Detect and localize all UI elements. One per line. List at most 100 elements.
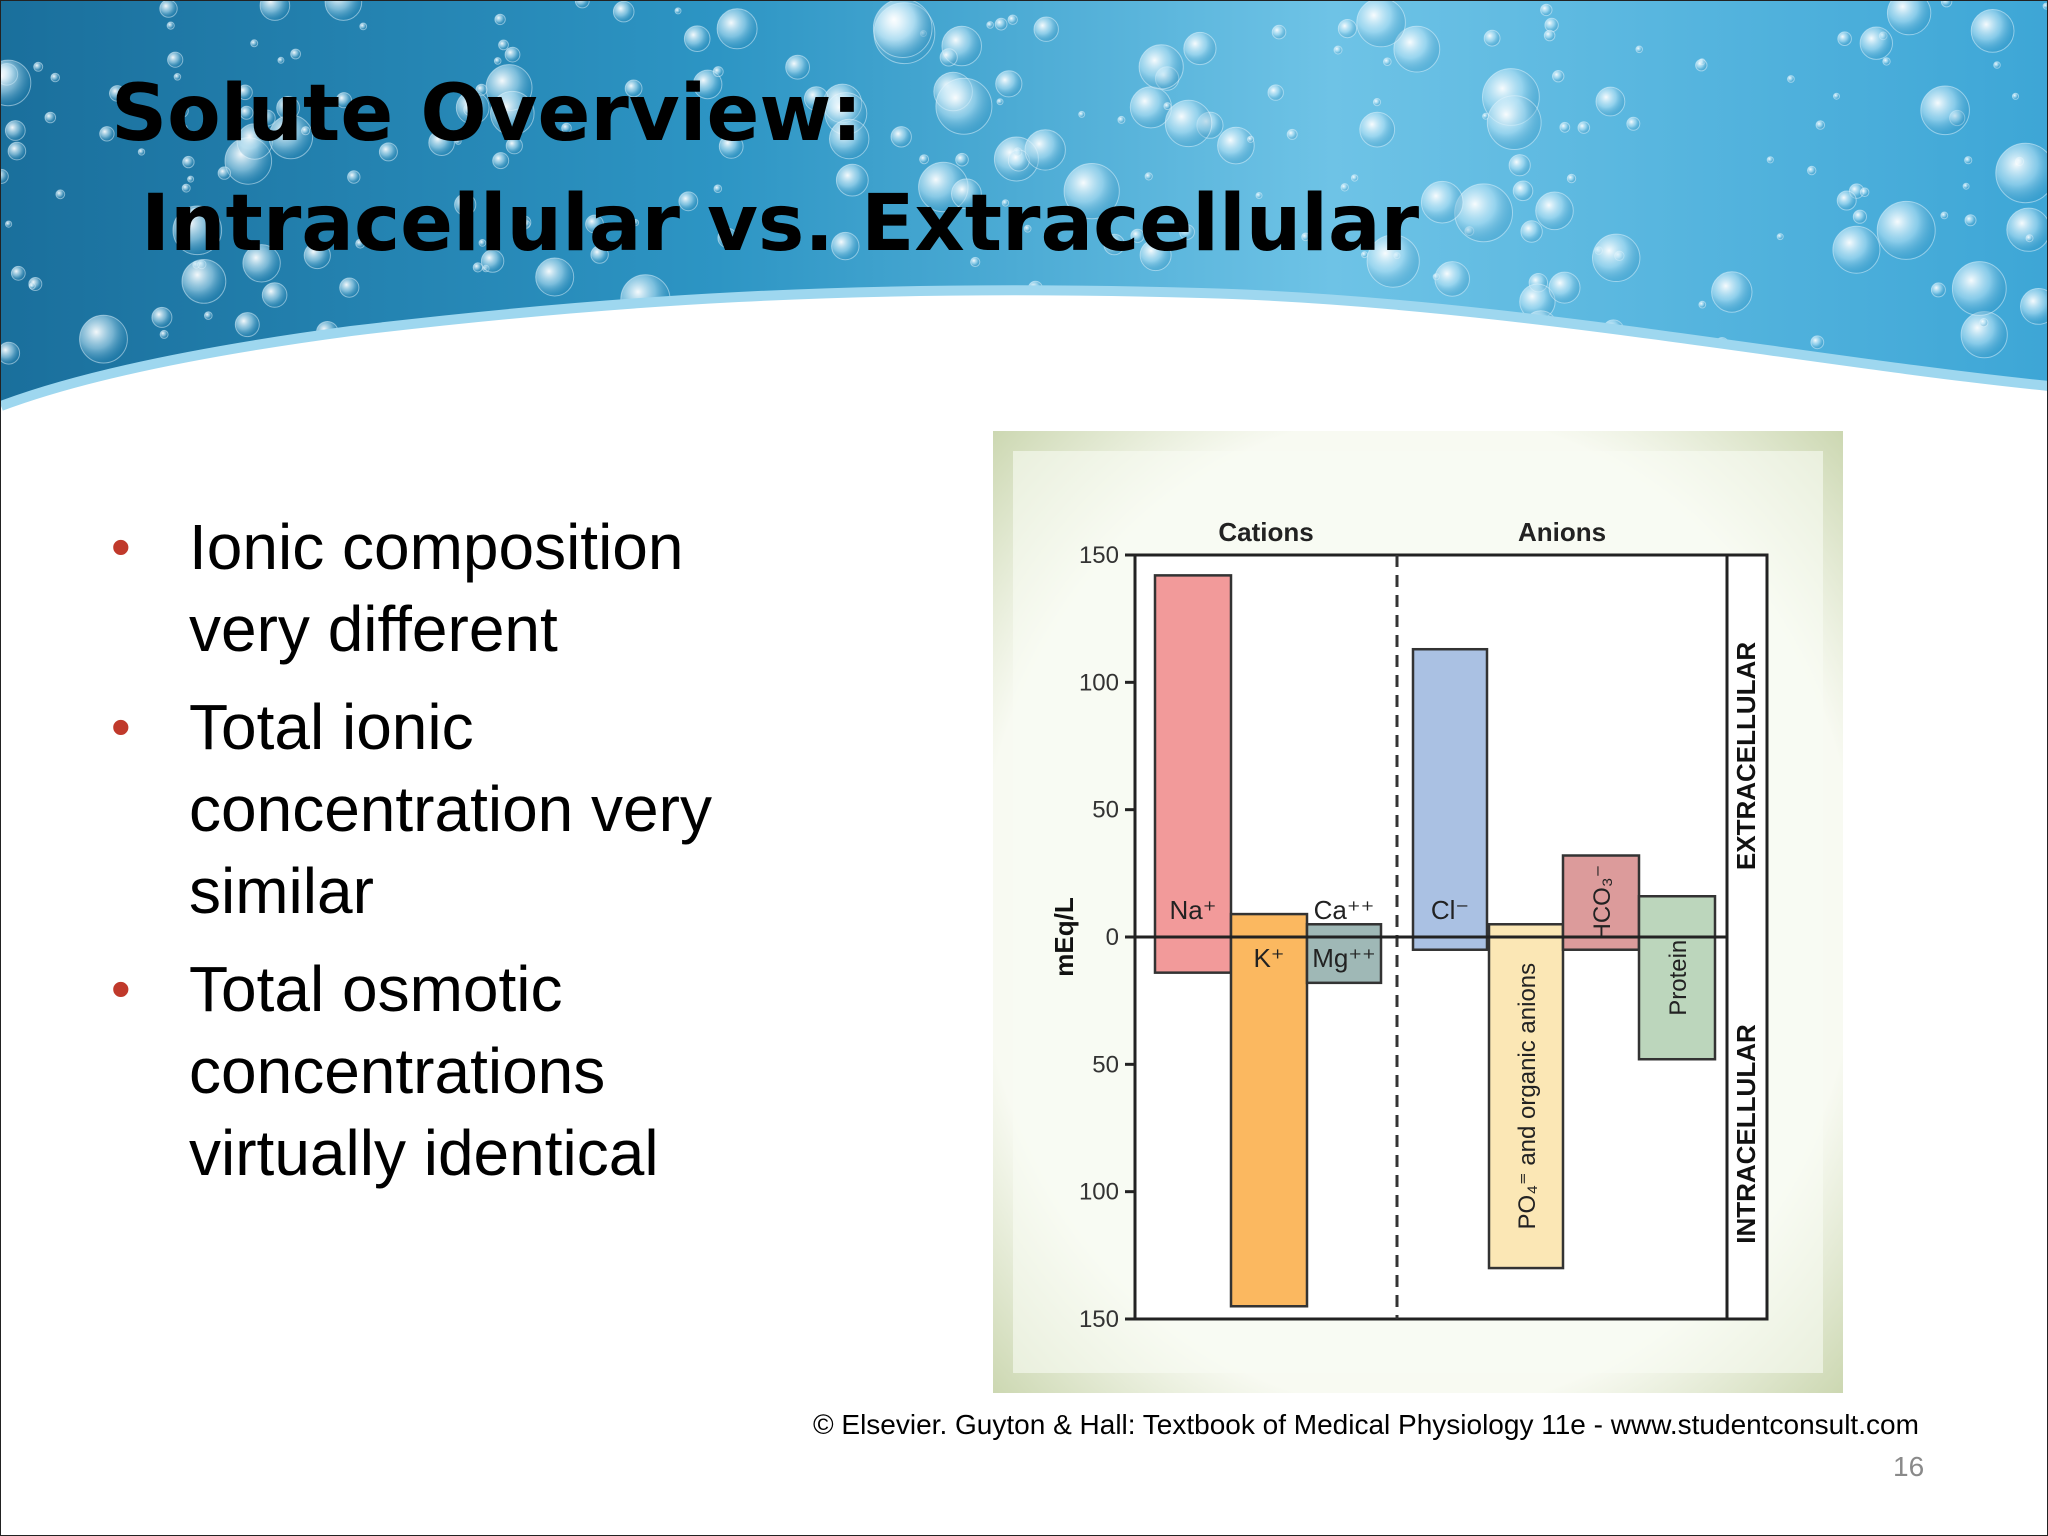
bubble-decoration: [1350, 174, 1359, 182]
bar-cation-0: [1153, 574, 1233, 974]
bubble-decoration: [1833, 92, 1840, 100]
bubble-decoration: [1348, 309, 1358, 319]
bubble-decoration: [2011, 92, 2020, 100]
bubble-decoration: [1023, 224, 1032, 233]
bubble-decoration: [181, 259, 227, 304]
bullet-item: • Ionic composition very different: [111, 506, 801, 670]
bubble-decoration: [890, 126, 912, 148]
bubble-decoration: [301, 126, 311, 136]
bubble-decoration: [259, 1, 291, 21]
bubble-decoration: [492, 152, 510, 170]
bubble-decoration: [475, 83, 488, 96]
bubble-decoration: [795, 298, 831, 334]
bubble-decoration: [522, 220, 531, 228]
bubble-decoration: [490, 90, 535, 136]
bubble-decoration: [2042, 2, 2047, 10]
bubble-decoration: [1255, 192, 1263, 199]
bubble-decoration: [945, 322, 981, 359]
bubble-decoration: [1301, 232, 1310, 242]
bubble-decoration: [480, 249, 505, 273]
bar-label: Mg⁺⁺: [1312, 943, 1376, 973]
bubble-decoration: [1520, 220, 1543, 243]
bubble-decoration: [561, 122, 572, 134]
bubble-decoration: [612, 1, 635, 23]
bubble-decoration: [166, 21, 175, 30]
bubble-decoration: [574, 1, 590, 9]
ion-composition-chart: 150 100 50 0 50 100 150 mEq/L Cations Anions EXTRA…: [993, 431, 1843, 1393]
bubble-decoration: [624, 79, 643, 98]
bubble-decoration: [28, 282, 36, 290]
bubble-decoration: [1810, 335, 1825, 350]
bubble-decoration: [970, 256, 981, 268]
bubble-decoration: [1836, 190, 1857, 211]
bubble-decoration: [872, 1, 933, 58]
bubble-decoration: [1372, 98, 1382, 107]
bubble-decoration: [258, 109, 276, 127]
bubble-decoration: [1876, 200, 1936, 260]
bullet-list: • Ionic composition very different • Total…: [111, 506, 801, 1210]
water-bubbles-banner: [1, 1, 2047, 411]
bubble-decoration: [180, 124, 188, 132]
bubble-decoration: [228, 115, 236, 123]
bubble-decoration: [1286, 128, 1298, 140]
bubble-decoration: [137, 148, 146, 156]
slide-title: Solute Overview: Intracellular vs. Extra…: [111, 59, 1419, 279]
bubble-decoration: [1882, 57, 1891, 66]
bubble-decoration: [940, 309, 948, 317]
bubble-decoration: [1543, 29, 1556, 42]
bubble-decoration: [590, 245, 609, 264]
bubble-decoration: [674, 7, 682, 15]
bubble-decoration: [1007, 311, 1038, 343]
bubble-decoration: [10, 265, 26, 281]
bubble-decoration: [303, 241, 331, 270]
extracellular-label: EXTRACELLULAR: [1731, 642, 1761, 870]
bubble-decoration: [1359, 111, 1396, 148]
bubble-decoration: [1165, 326, 1173, 334]
bubble-decoration: [914, 324, 965, 375]
bubble-decoration: [1024, 129, 1066, 171]
title-line-2: Intracellular vs. Extracellular: [141, 179, 1420, 269]
bubble-decoration: [493, 57, 502, 65]
bubble-decoration: [631, 219, 640, 227]
bar-cation-2: [1305, 923, 1383, 939]
bullet-text: Total osmotic concentrations virtually i…: [189, 953, 659, 1189]
bubble-decoration: [1420, 180, 1464, 224]
bubble-decoration: [718, 134, 744, 159]
bubble-decoration: [494, 13, 506, 26]
bubble-decoration: [716, 8, 758, 50]
bubble-decoration: [1962, 182, 1970, 190]
bubble-decoration: [276, 96, 301, 120]
bubble-decoration: [1609, 354, 1618, 362]
bubble-decoration: [1852, 209, 1868, 224]
bubble-decoration: [2025, 234, 2034, 243]
bubble-decoration: [1940, 211, 1949, 220]
bar-label: HCO₃⁻: [1589, 865, 1616, 941]
bubble-decoration: [843, 311, 867, 335]
bubble-decoration: [454, 193, 477, 216]
bubble-decoration: [250, 39, 259, 48]
bubble-decoration: [1577, 121, 1591, 134]
bubble-decoration: [172, 205, 223, 256]
bubble-decoration: [1807, 165, 1817, 176]
bubble-decoration: [50, 72, 61, 83]
bubble-decoration: [1483, 29, 1501, 47]
bullet-text: Ionic composition very different: [189, 511, 684, 665]
bubble-decoration: [717, 227, 738, 248]
anions-header: Anions: [1518, 517, 1606, 547]
bubble-decoration: [1964, 156, 1973, 165]
bubble-decoration: [1356, 1, 1406, 48]
bubble-decoration: [1442, 349, 1450, 357]
bubble-decoration: [277, 56, 285, 64]
bubble-decoration: [1837, 31, 1852, 47]
bubble-decoration: [1995, 142, 2047, 204]
bubble-decoration: [1508, 154, 1531, 177]
bubble-decoration: [1, 168, 9, 184]
bubble-decoration: [1007, 14, 1018, 25]
bubble-decoration: [1711, 271, 1753, 313]
bubble-decoration: [1859, 26, 1894, 60]
bubble-decoration: [159, 1, 178, 18]
bubble-decoration: [1393, 25, 1441, 73]
bubble-decoration: [1267, 84, 1284, 101]
bubble-decoration: [1179, 224, 1195, 240]
